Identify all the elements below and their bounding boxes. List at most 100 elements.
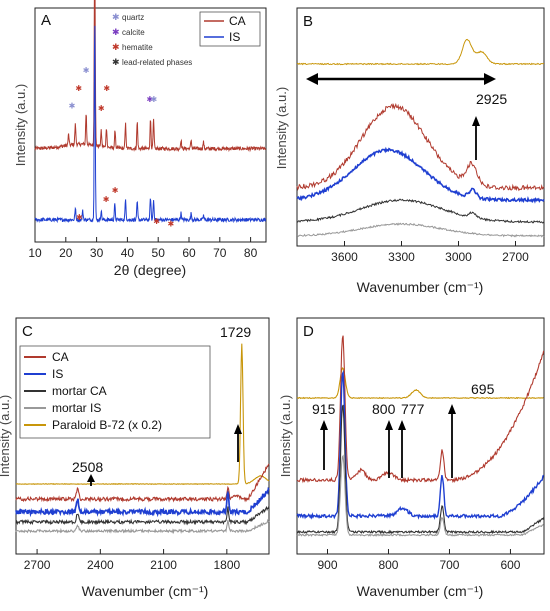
panel-c-frame bbox=[15, 317, 270, 555]
series-line-d-3 bbox=[296, 404, 545, 535]
phase-marker: ✱ bbox=[76, 213, 83, 222]
x-tick-label: 800 bbox=[378, 558, 398, 572]
phase-marker: ✱ bbox=[151, 95, 158, 104]
annotation-777: 777 bbox=[401, 401, 425, 417]
series-line-d-0 bbox=[296, 367, 544, 400]
panel-c-legend-box bbox=[19, 345, 211, 439]
arrow-915-head bbox=[320, 420, 328, 430]
x-tick-label: 30 bbox=[90, 246, 104, 260]
annotation-1729: 1729 bbox=[220, 324, 251, 340]
panel-a-ylabel: Intensity (a.u.) bbox=[13, 84, 28, 166]
arrow-695-head bbox=[448, 404, 456, 414]
x-tick-label: 70 bbox=[213, 246, 227, 260]
x-tick-label: 40 bbox=[121, 246, 135, 260]
phase-marker: ✱ bbox=[112, 186, 119, 195]
panel-d-ylabel: Intensity (a.u.) bbox=[278, 395, 293, 477]
series-line-mortar-ca bbox=[296, 198, 545, 224]
phase-legend-star-lead: ✱ bbox=[112, 57, 120, 67]
panel-c-series bbox=[15, 343, 270, 535]
legend-c-paraloid: Paraloid B-72 (x 0.2) bbox=[52, 418, 162, 432]
legend-label-ca: CA bbox=[229, 14, 246, 28]
phase-marker: ✱ bbox=[83, 66, 90, 75]
panel-d: D Intensity (a.u.) Wavenumber (cm⁻¹) 900… bbox=[278, 317, 545, 599]
x-tick-label: 3300 bbox=[388, 250, 415, 264]
series-line-is bbox=[296, 146, 545, 204]
phase-marker: ✱ bbox=[147, 95, 154, 104]
panel-d-ticks: 900 800 700 600 bbox=[317, 549, 521, 572]
x-tick-label: 2100 bbox=[150, 558, 177, 572]
series-line-ca bbox=[34, 0, 267, 153]
panel-c-xlabel: Wavenumber (cm⁻¹) bbox=[82, 583, 209, 599]
x-tick-label: 2700 bbox=[502, 250, 529, 264]
panel-b-letter: B bbox=[303, 13, 313, 30]
panel-b-ticks: 3600 3300 3000 2700 bbox=[331, 241, 529, 264]
phase-legend-star-calcite: ✱ bbox=[112, 27, 120, 37]
panel-a-ticks: 10 20 30 40 50 60 70 80 bbox=[28, 237, 258, 260]
x-tick-label: 50 bbox=[152, 246, 166, 260]
annotation-915: 915 bbox=[312, 401, 336, 417]
phase-marker: ✱ bbox=[75, 84, 82, 93]
panel-a-legend: CA IS bbox=[199, 11, 261, 47]
x-tick-label: 700 bbox=[439, 558, 459, 572]
x-tick-label: 10 bbox=[28, 246, 42, 260]
panel-a-markers: ✱✱✱✱✱✱✱✱✱✱✱✱✱ bbox=[69, 66, 175, 228]
panel-b-annotation-2925: 2925 bbox=[472, 91, 507, 160]
phase-legend-lead: lead-related phases bbox=[122, 58, 192, 67]
panel-b-frame bbox=[296, 7, 545, 247]
panel-c-annotation-1729: 1729 bbox=[220, 324, 251, 462]
panel-a-series bbox=[34, 0, 267, 224]
annotation-800: 800 bbox=[372, 401, 396, 417]
annotation-695: 695 bbox=[471, 381, 495, 397]
legend-label-is: IS bbox=[229, 30, 240, 44]
panel-d-frame bbox=[296, 317, 545, 555]
panel-a-phase-legend: ✱ quartz ✱ calcite ✱ hematite ✱ lead-rel… bbox=[112, 12, 192, 67]
series-line-c-2 bbox=[15, 487, 270, 518]
panel-b: B Intensity (a.u.) Wavenumber (cm⁻¹) 360… bbox=[274, 7, 545, 295]
phase-marker: ✱ bbox=[69, 102, 76, 111]
panel-b-range-arrow bbox=[306, 73, 496, 85]
phase-legend-calcite: calcite bbox=[122, 28, 145, 37]
phase-marker: ✱ bbox=[167, 219, 174, 228]
x-tick-label: 60 bbox=[182, 246, 196, 260]
series-line-d-4 bbox=[296, 454, 544, 537]
x-tick-label: 900 bbox=[317, 558, 337, 572]
phase-legend-star-hematite: ✱ bbox=[112, 42, 120, 52]
panel-b-ylabel: Intensity (a.u.) bbox=[274, 87, 289, 169]
panel-a-legend-box bbox=[199, 11, 261, 47]
x-tick-label: 2400 bbox=[87, 558, 114, 572]
arrow-2508-head bbox=[87, 474, 95, 482]
panel-c-legend: CA IS mortar CA mortar IS Paraloid B-72 … bbox=[19, 345, 211, 439]
x-tick-label: 3600 bbox=[331, 250, 358, 264]
legend-c-mortar-ca: mortar CA bbox=[52, 384, 107, 398]
legend-c-mortar-is: mortar IS bbox=[52, 401, 101, 415]
series-line-ca bbox=[296, 102, 545, 192]
phase-legend-star-quartz: ✱ bbox=[112, 12, 120, 22]
panel-a-letter: A bbox=[41, 12, 51, 29]
x-tick-label: 2700 bbox=[24, 558, 51, 572]
series-line-c-4 bbox=[15, 518, 270, 535]
arrow-2925-head bbox=[472, 116, 480, 126]
phase-legend-quartz: quartz bbox=[122, 13, 144, 22]
series-line-c-1 bbox=[15, 463, 270, 503]
series-line-c-3 bbox=[15, 505, 270, 526]
panel-a: A Intensity (a.u.) 2θ (degree) 10 20 30 40 5… bbox=[13, 0, 267, 278]
x-tick-label: 600 bbox=[500, 558, 520, 572]
panel-c-annotation-2508: 2508 bbox=[72, 459, 103, 486]
legend-c-ca: CA bbox=[52, 350, 69, 364]
panel-a-xlabel: 2θ (degree) bbox=[114, 262, 186, 278]
panel-a-frame bbox=[34, 7, 267, 243]
panel-d-annotations: 915 800 777 695 bbox=[312, 381, 495, 478]
panel-c-letter: C bbox=[22, 323, 33, 340]
series-line-paraloid-b-72 bbox=[296, 38, 544, 66]
arrow-1729-head bbox=[234, 424, 242, 434]
arrow-800-head bbox=[385, 420, 393, 430]
panel-b-xlabel: Wavenumber (cm⁻¹) bbox=[357, 279, 484, 295]
x-tick-label: 3000 bbox=[445, 250, 472, 264]
panel-c-ticks: 2700 2400 2100 1800 bbox=[24, 549, 241, 572]
phase-marker: ✱ bbox=[98, 104, 105, 113]
phase-marker: ✱ bbox=[103, 195, 110, 204]
series-line-d-2 bbox=[296, 369, 545, 521]
panel-d-series bbox=[296, 335, 545, 537]
